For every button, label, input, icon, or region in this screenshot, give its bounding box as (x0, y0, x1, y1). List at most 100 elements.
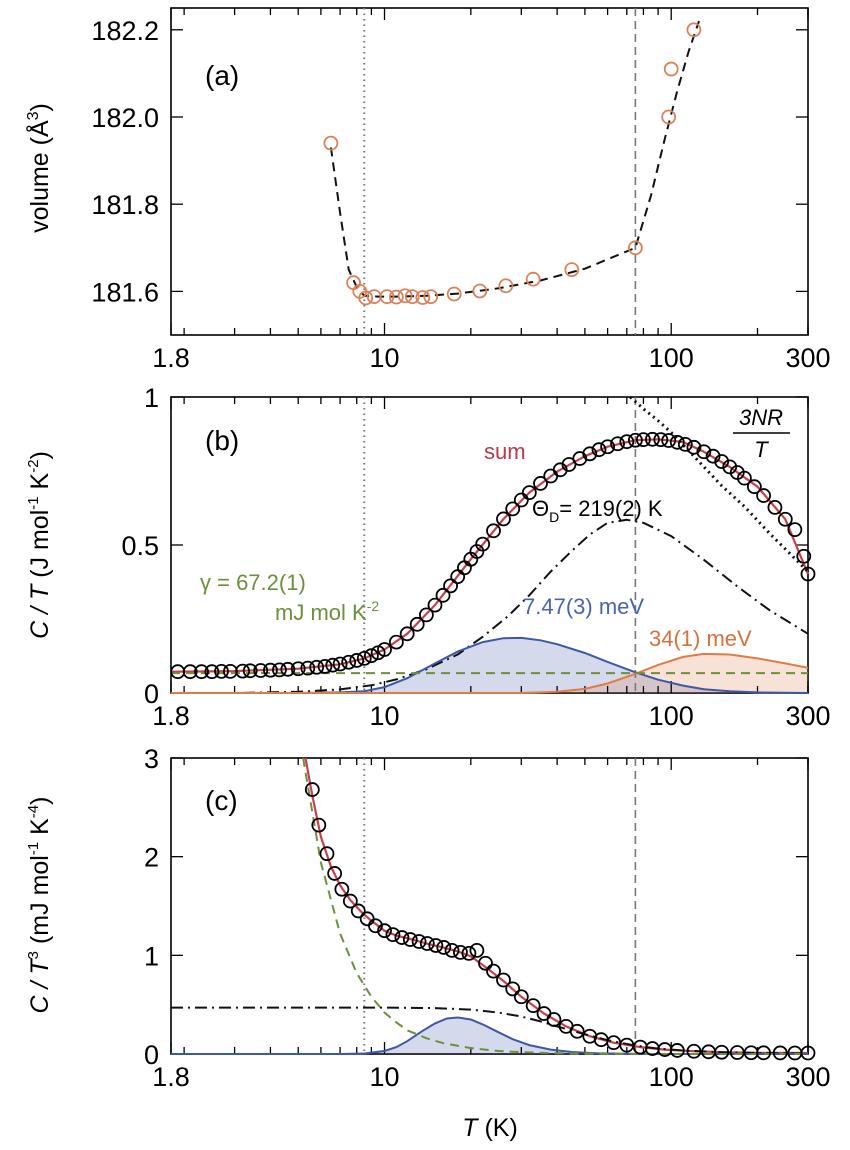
data-point (272, 662, 287, 678)
data-point (409, 616, 425, 632)
x-axis-label: T (K) (462, 1114, 518, 1142)
panel-b-label: (b) (205, 425, 239, 456)
data-point (334, 881, 350, 897)
debye-curve (171, 518, 809, 694)
data-point (194, 664, 209, 680)
debye-temperature-annotation: ΘD= 219(2) K (532, 496, 663, 525)
data-point (661, 433, 677, 448)
data-point (363, 648, 379, 664)
data-point (645, 431, 660, 447)
data-point (513, 989, 529, 1005)
data-point (525, 998, 541, 1014)
data-point (341, 654, 357, 670)
classical-limit-denominator: T (754, 437, 769, 462)
data-point (787, 522, 803, 538)
data-point (323, 135, 339, 151)
data-point (428, 938, 444, 953)
x-tick-label: 300 (785, 701, 830, 731)
data-point (767, 500, 783, 515)
data-point (796, 548, 812, 564)
gamma-unit-annotation: mJ mol K-2 (275, 598, 379, 625)
data-point (486, 963, 501, 979)
data-point (263, 662, 278, 678)
x-tick-label: 300 (785, 343, 830, 373)
data-point (388, 634, 404, 650)
data-point (350, 903, 366, 919)
panel-c-reduced-heat-capacity: 1.8 10 100 300 0 1 2 3 (c) C / T3 (mJ mol-1 K-4… (25, 744, 831, 1142)
data-point (423, 289, 439, 305)
einstein-7-47-mev-fill (171, 1017, 808, 1054)
data-point (304, 782, 320, 797)
sum-annotation: sum (484, 439, 526, 464)
panel-a-frame (170, 7, 809, 336)
data-point (800, 566, 816, 582)
data-point (461, 945, 477, 961)
data-point (332, 656, 348, 672)
data-point (669, 1043, 685, 1058)
data-point (600, 439, 616, 455)
sum-curve (304, 757, 809, 1055)
debye-curve (171, 1006, 809, 1055)
data-point (636, 432, 651, 448)
data-point (505, 981, 521, 997)
panel-c-data-points (304, 782, 816, 1061)
panel-c-label: (c) (205, 785, 238, 816)
panel-b-einstein-fills (171, 637, 808, 693)
data-point (677, 436, 693, 452)
panel-b-data-points (170, 431, 816, 680)
classical-limit-numerator: 3NR (739, 405, 783, 430)
data-point (772, 1045, 788, 1061)
panel-a-curves (329, 20, 700, 298)
panel-a-data-points (323, 22, 702, 306)
x-tick-label: 100 (649, 343, 694, 373)
x-tick-label: 300 (785, 1062, 830, 1092)
data-point (346, 275, 361, 291)
y-tick-label: 182.2 (91, 16, 159, 46)
data-point (800, 1045, 816, 1061)
data-point (627, 240, 643, 256)
panel-a-y-axis-label: volume (Å3) (24, 103, 54, 233)
data-point (686, 1043, 702, 1059)
data-point (610, 436, 625, 452)
data-point (714, 1044, 730, 1060)
data-point (475, 536, 491, 552)
data-point (582, 446, 598, 462)
classical-limit-annotation: 3NR T (733, 405, 790, 462)
panel-b-heat-capacity: 1.8 10 100 300 0 0.5 1 (b) C / T (J mol-1 K-2)… (25, 383, 831, 731)
data-point (696, 444, 712, 460)
data-point (627, 432, 643, 448)
x-tick-label: 100 (649, 701, 694, 731)
einstein-34-mev-fill (171, 653, 808, 693)
x-tick-label: 100 (649, 1062, 694, 1092)
data-point (513, 492, 529, 508)
panel-b-ticks: 1.8 10 100 300 0 0.5 1 (121, 383, 830, 731)
data-point (446, 286, 462, 302)
data-point (377, 642, 392, 657)
data-point (399, 626, 415, 642)
x-tick-label: 10 (369, 701, 399, 731)
y-tick-label: 0 (144, 679, 159, 709)
data-point (311, 817, 327, 833)
x-tick-label: 10 (369, 1062, 399, 1092)
data-point (415, 290, 431, 305)
data-point (419, 936, 435, 951)
data-point (756, 1045, 771, 1061)
panel-c-einstein-fills (171, 1017, 808, 1054)
data-point (317, 658, 333, 674)
panel-a-label: (a) (205, 60, 239, 91)
data-point (204, 664, 220, 680)
y-tick-label: 1 (144, 941, 159, 971)
x-tick-label: 1.8 (152, 701, 190, 731)
panel-c-frame (170, 757, 809, 1055)
y-tick-label: 182.0 (91, 103, 159, 133)
panel-c-curves (171, 757, 809, 1055)
data-point (419, 607, 434, 623)
data-point (756, 488, 771, 503)
data-point (379, 289, 395, 305)
gamma-curve (302, 757, 808, 1055)
data-point (235, 663, 251, 679)
data-point (397, 288, 413, 304)
data-point (736, 470, 752, 486)
data-point (290, 661, 306, 677)
